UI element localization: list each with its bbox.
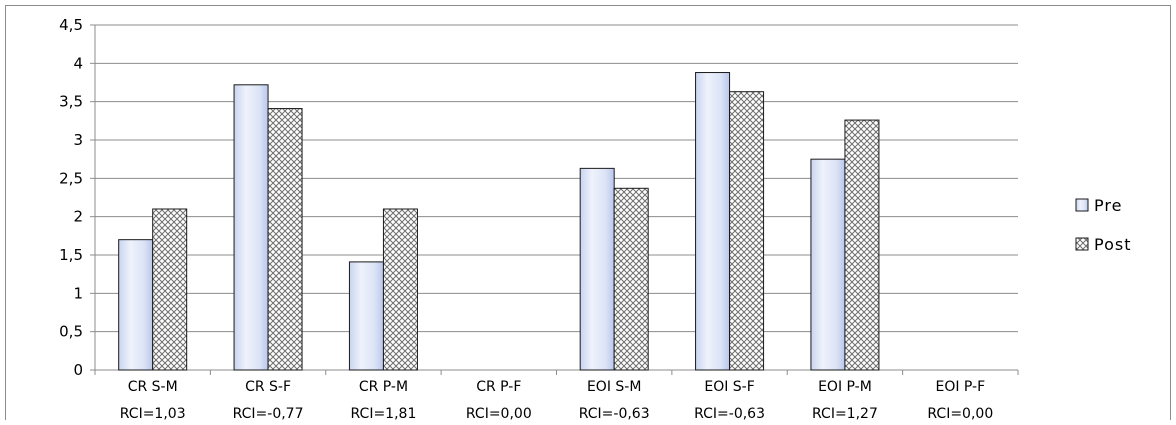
y-tick-label: 4,5 bbox=[59, 16, 83, 34]
bar-post bbox=[729, 91, 765, 371]
x-category-sublabel: RCI=1,81 bbox=[351, 406, 417, 422]
bars bbox=[118, 72, 880, 371]
x-category-label: CR S-F bbox=[245, 379, 291, 395]
bar-pre bbox=[695, 72, 731, 371]
bar-post bbox=[267, 108, 303, 371]
x-category-sublabel: RCI=-0,63 bbox=[579, 406, 650, 422]
bar-pre bbox=[579, 167, 615, 371]
legend-label-post: Post bbox=[1094, 235, 1131, 254]
x-category-sublabel: RCI=-0,77 bbox=[233, 406, 304, 422]
x-category-sublabel: RCI=-0,63 bbox=[694, 406, 765, 422]
x-category-sublabel: RCI=1,03 bbox=[120, 406, 186, 422]
x-category-label: CR S-M bbox=[128, 379, 178, 395]
legend-label-pre: Pre bbox=[1094, 196, 1122, 215]
y-tick-label: 2 bbox=[73, 208, 83, 226]
x-category-sublabel: RCI=0,00 bbox=[466, 406, 532, 422]
bar-post bbox=[382, 208, 418, 371]
legend-swatch-pre bbox=[1075, 198, 1089, 212]
bar-pre bbox=[348, 261, 384, 371]
legend-swatch-post bbox=[1075, 237, 1089, 251]
y-tick-label: 2,5 bbox=[59, 169, 83, 187]
legend: Pre Post bbox=[1075, 196, 1131, 254]
bar-post bbox=[844, 119, 880, 371]
chart-frame bbox=[5, 5, 1171, 420]
gridlines bbox=[95, 24, 1018, 371]
bar-pre bbox=[118, 239, 154, 371]
x-category-label: CR P-M bbox=[359, 379, 408, 395]
x-category-label: EOI P-F bbox=[935, 379, 985, 395]
x-category-sublabel: RCI=0,00 bbox=[927, 406, 993, 422]
y-tick-label: 1 bbox=[73, 284, 83, 302]
x-category-label: EOI S-M bbox=[587, 379, 641, 395]
bar-post bbox=[152, 208, 188, 371]
x-category-label: EOI S-F bbox=[704, 379, 754, 395]
x-category-label: EOI P-M bbox=[818, 379, 872, 395]
y-tick-label: 0,5 bbox=[59, 323, 83, 341]
x-category-label: CR P-F bbox=[476, 379, 521, 395]
x-category-labels: CR S-M RCI=1,03 CR S-F RCI=-0,77 CR P-M RCI=1… bbox=[120, 379, 993, 422]
y-tick-labels: 0 0,5 1 1,5 2 2,5 3 3,5 4 4,5 bbox=[59, 16, 83, 379]
y-tick-label: 0 bbox=[73, 361, 83, 379]
y-tick-label: 1,5 bbox=[59, 246, 83, 264]
y-tick-label: 4 bbox=[73, 54, 83, 72]
y-tick-label: 3,5 bbox=[59, 93, 83, 111]
y-tick-label: 3 bbox=[73, 131, 83, 149]
bar-pre bbox=[233, 84, 269, 371]
bar-post bbox=[613, 187, 649, 371]
x-category-sublabel: RCI=1,27 bbox=[812, 406, 878, 422]
bar-pre bbox=[810, 158, 846, 371]
